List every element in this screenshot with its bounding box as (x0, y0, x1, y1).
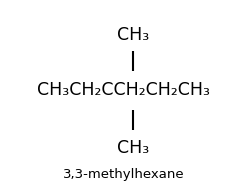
Text: CH₃CH₂CCH₂CH₂CH₃: CH₃CH₂CCH₂CH₂CH₃ (37, 81, 211, 99)
Text: CH₃: CH₃ (117, 26, 150, 44)
Text: CH₃: CH₃ (117, 139, 150, 157)
Text: 3,3-methylhexane: 3,3-methylhexane (63, 168, 185, 181)
